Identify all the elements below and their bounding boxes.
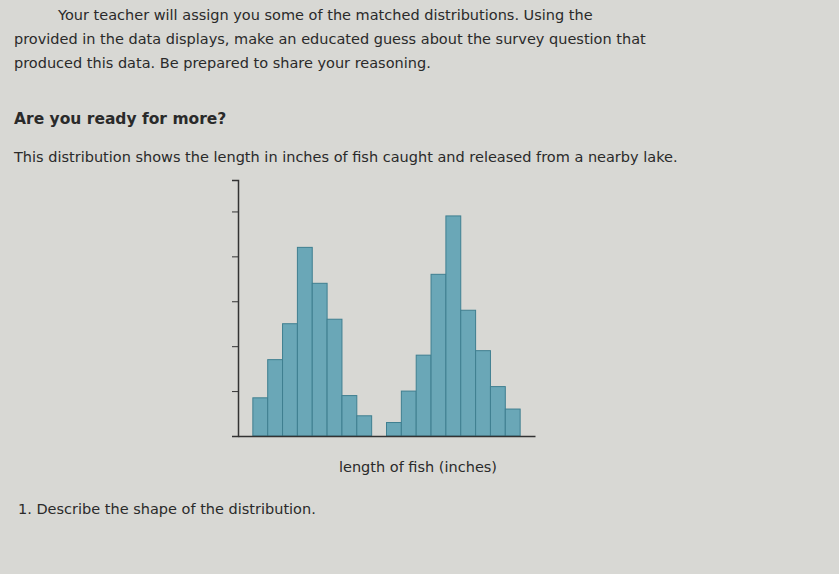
y-tick [232, 211, 238, 212]
histogram-bar [490, 387, 505, 436]
y-axis-line [232, 181, 239, 437]
histogram-bar [461, 310, 476, 436]
histogram-bar [342, 396, 357, 436]
histogram-bar [446, 216, 461, 436]
histogram-bar [476, 351, 491, 436]
y-tick [232, 301, 238, 302]
intro-line: produced this data. Be prepared to share… [14, 55, 431, 71]
histogram-bar [357, 416, 372, 436]
intro-line: provided in the data displays, make an e… [14, 31, 646, 47]
intro-line: Your teacher will assign you some of the… [57, 7, 593, 23]
y-tick [232, 256, 238, 257]
histogram-bar [268, 360, 283, 436]
y-tick-mark [232, 346, 238, 347]
histogram-bar [431, 274, 446, 436]
y-tick-mark [232, 301, 238, 302]
y-tick [232, 346, 238, 347]
histogram-bar [297, 247, 312, 436]
page: Your teacher will assign you some of the… [0, 0, 839, 574]
histogram-bar [253, 398, 268, 436]
y-tick-mark [232, 211, 238, 212]
histogram-bar [387, 423, 402, 436]
histogram-bar [416, 355, 431, 436]
histogram-bar [283, 324, 298, 436]
bars [253, 216, 520, 436]
y-tick-mark [232, 256, 238, 257]
x-axis-line [239, 436, 536, 438]
y-tick [232, 391, 238, 392]
histogram-bar [401, 391, 416, 436]
histogram-bar [327, 319, 342, 436]
histogram-bar [505, 409, 520, 436]
y-axis [232, 181, 239, 437]
y-tick-mark [232, 391, 238, 392]
question: 1. Describe the shape of the distributio… [18, 501, 316, 517]
x-axis-title: length of fish (inches) [339, 459, 497, 475]
x-axis [239, 436, 536, 437]
heading: Are you ready for more? [14, 110, 226, 128]
histogram-bar [312, 283, 327, 436]
description: This distribution shows the length in in… [13, 149, 678, 165]
